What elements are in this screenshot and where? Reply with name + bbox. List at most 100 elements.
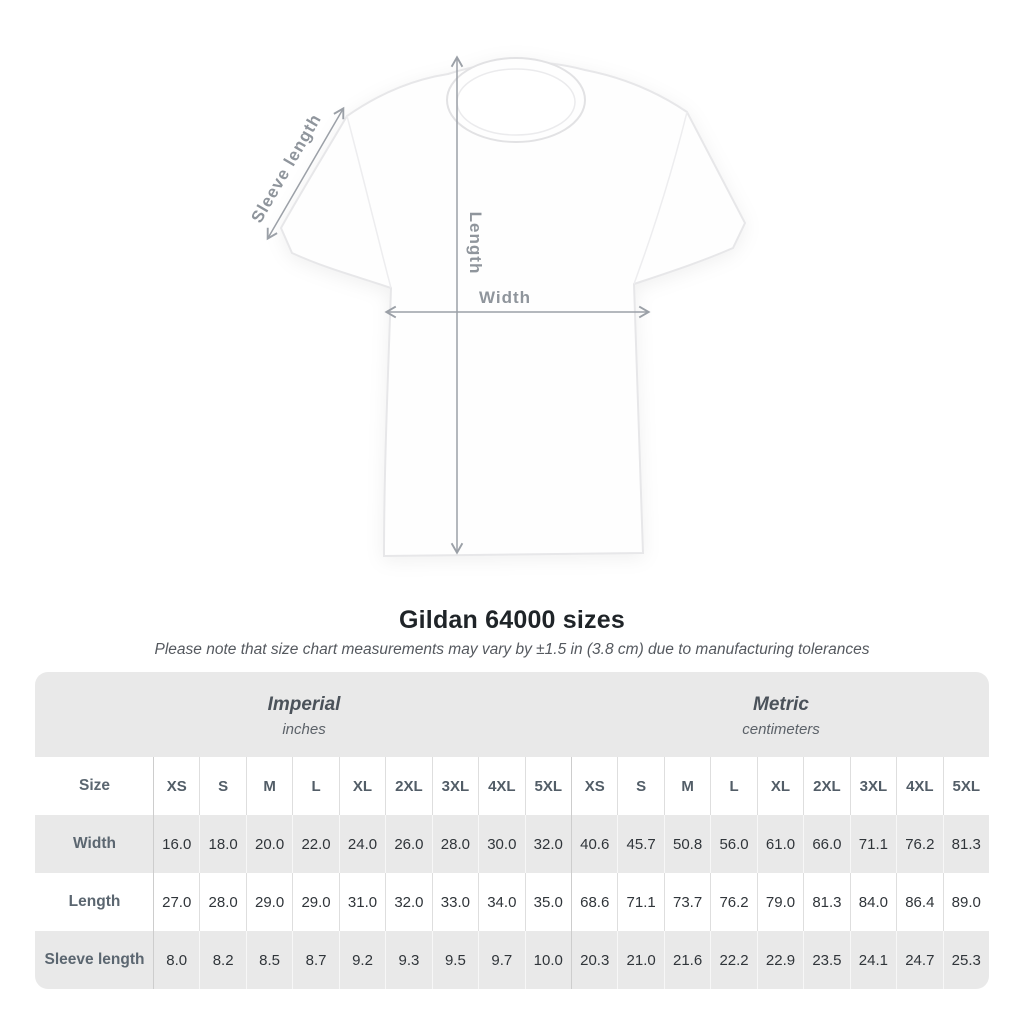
tshirt-illustration [279,57,747,558]
value-cell: 76.2 [710,873,756,931]
value-cell: 21.6 [663,931,710,989]
value-cell: 45.7 [617,815,663,873]
size-col-imperial-xl: XL [338,757,385,815]
unit-group-imperial: Imperial inches [35,672,573,757]
imperial-unit: inches [282,720,326,738]
tolerance-note: Please note that size chart measurements… [154,641,870,658]
value-cell: 76.2 [896,815,942,873]
measurement-row-sleeve-length: Sleeve length 8.0 8.2 8.5 8.7 9.2 9.3 9.5 9.7 10.… [35,931,989,989]
size-col-metric-2xl: 2XL [803,757,849,815]
size-col-metric-s: S [617,757,663,815]
unit-group-metric: Metric centimeters [573,672,989,757]
value-cell: 26.0 [385,815,431,873]
value-cell: 9.2 [338,931,385,989]
tshirt-size-diagram: Sleeve length Length Width [247,55,747,558]
value-cell: 8.7 [292,931,338,989]
right-sleeve-seam [633,111,688,285]
value-cell: 23.5 [803,931,849,989]
value-cell: 24.1 [849,931,896,989]
size-col-metric-3xl: 3XL [849,757,896,815]
value-cell: 30.0 [478,815,524,873]
value-cell: 8.0 [153,931,199,989]
value-cell: 33.0 [431,873,478,931]
value-cell: 10.0 [524,931,571,989]
size-col-imperial-m: M [245,757,292,815]
value-cell: 84.0 [849,873,896,931]
value-cell: 18.0 [199,815,245,873]
size-column-header: Size [78,777,110,794]
row-label: Sleeve length [44,951,145,968]
metric-label: Metric [753,693,809,715]
size-col-metric-5xl: 5XL [942,757,989,815]
page-title: Gildan 64000 sizes [399,606,625,634]
value-cell: 50.8 [663,815,710,873]
value-cell: 16.0 [153,815,199,873]
value-cell: 81.3 [942,815,989,873]
value-cell: 89.0 [942,873,989,931]
value-cell: 22.9 [756,931,803,989]
value-cell: 28.0 [199,873,245,931]
value-cell: 8.5 [245,931,292,989]
size-col-metric-l: L [710,757,756,815]
value-cell: 27.0 [153,873,199,931]
value-cell: 32.0 [385,873,431,931]
value-cell: 40.6 [570,815,617,873]
size-col-imperial-2xl: 2XL [385,757,431,815]
value-cell: 71.1 [849,815,896,873]
measurement-row-length: Length 27.0 28.0 29.0 29.0 31.0 32.0 33.0 34.0 35… [35,873,989,931]
table-body: Size XS S M L XL 2XL 3XL 4XL 5XL XS S M L XL 2XL 3XL 4XL 5… [35,757,989,989]
value-cell: 32.0 [524,815,571,873]
width-label: Width [479,288,531,307]
value-cell: 22.2 [710,931,756,989]
size-col-imperial-xs: XS [153,757,199,815]
value-cell: 61.0 [756,815,803,873]
length-label: Length [466,212,485,275]
value-cell: 9.3 [385,931,431,989]
value-cell: 9.5 [431,931,478,989]
value-cell: 29.0 [245,873,292,931]
value-cell: 79.0 [756,873,803,931]
tshirt-diagram: Sleeve length Length Width [247,55,747,558]
value-cell: 68.6 [570,873,617,931]
size-col-metric-xs: XS [570,757,617,815]
value-cell: 21.0 [617,931,663,989]
measurement-row-width: Width 16.0 18.0 20.0 22.0 24.0 26.0 28.0 30.0 32.… [35,815,989,873]
value-cell: 81.3 [803,873,849,931]
sleeve-length-arrow [266,106,345,241]
value-cell: 9.7 [478,931,524,989]
size-col-imperial-s: S [199,757,245,815]
imperial-label: Imperial [267,693,341,715]
value-cell: 35.0 [524,873,571,931]
value-cell: 71.1 [617,873,663,931]
value-cell: 31.0 [338,873,385,931]
value-cell: 22.0 [292,815,338,873]
value-cell: 25.3 [942,931,989,989]
value-cell: 66.0 [803,815,849,873]
size-col-imperial-3xl: 3XL [431,757,478,815]
size-col-imperial-4xl: 4XL [478,757,524,815]
value-cell: 24.7 [896,931,942,989]
left-sleeve-seam [346,115,392,289]
size-col-metric-xl: XL [756,757,803,815]
value-cell: 20.0 [245,815,292,873]
value-cell: 8.2 [199,931,245,989]
size-col-imperial-l: L [292,757,338,815]
row-label: Length [68,893,121,910]
value-cell: 28.0 [431,815,478,873]
value-cell: 24.0 [338,815,385,873]
value-cell: 86.4 [896,873,942,931]
size-col-metric-4xl: 4XL [896,757,942,815]
metric-unit: centimeters [742,720,820,738]
value-cell: 56.0 [710,815,756,873]
value-cell: 73.7 [663,873,710,931]
units-band: Imperial inches Metric centimeters [35,672,989,757]
value-cell: 29.0 [292,873,338,931]
value-cell: 20.3 [570,931,617,989]
row-label: Width [73,835,116,852]
size-col-imperial-5xl: 5XL [524,757,571,815]
size-table: Imperial inches Metric centimeters Size X… [35,672,989,989]
size-col-metric-m: M [663,757,710,815]
size-header-row: Size XS S M L XL 2XL 3XL 4XL 5XL XS S M L XL 2XL 3XL 4XL 5… [35,757,989,815]
value-cell: 34.0 [478,873,524,931]
